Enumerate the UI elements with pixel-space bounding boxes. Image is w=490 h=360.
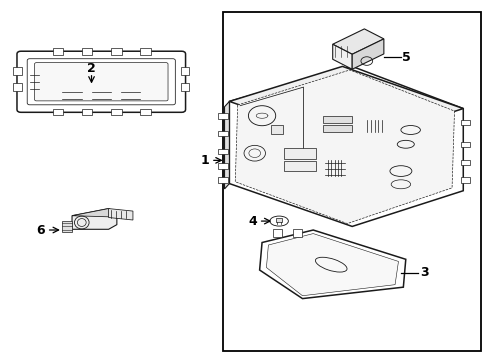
- Bar: [461, 142, 469, 147]
- Bar: [140, 48, 151, 55]
- Bar: [52, 109, 63, 115]
- FancyBboxPatch shape: [27, 59, 175, 105]
- Text: 4: 4: [249, 215, 258, 228]
- Polygon shape: [229, 66, 463, 144]
- Bar: [276, 218, 282, 222]
- Polygon shape: [72, 208, 117, 217]
- Bar: [461, 159, 469, 165]
- Bar: [181, 67, 190, 75]
- Bar: [13, 67, 22, 75]
- Polygon shape: [235, 70, 455, 224]
- Bar: [111, 109, 122, 115]
- Bar: [273, 229, 282, 237]
- Polygon shape: [229, 66, 463, 226]
- Polygon shape: [224, 102, 229, 189]
- Bar: [181, 83, 190, 91]
- Bar: [323, 116, 352, 123]
- Bar: [52, 48, 63, 55]
- Bar: [218, 149, 228, 154]
- Bar: [284, 148, 316, 158]
- Bar: [13, 83, 22, 91]
- Bar: [218, 131, 228, 136]
- Polygon shape: [352, 39, 384, 69]
- Text: 2: 2: [87, 62, 96, 75]
- Bar: [111, 48, 122, 55]
- Polygon shape: [240, 73, 450, 149]
- Text: 6: 6: [36, 224, 45, 237]
- Bar: [461, 120, 469, 125]
- Bar: [82, 109, 93, 115]
- Bar: [461, 177, 469, 183]
- Bar: [218, 163, 228, 168]
- Polygon shape: [333, 44, 352, 69]
- FancyBboxPatch shape: [34, 63, 168, 101]
- Bar: [323, 125, 352, 132]
- Bar: [218, 177, 228, 183]
- Bar: [284, 161, 316, 171]
- Text: 3: 3: [420, 266, 429, 279]
- Polygon shape: [267, 234, 398, 296]
- FancyBboxPatch shape: [17, 51, 186, 112]
- Bar: [293, 229, 301, 237]
- Bar: [271, 125, 283, 134]
- Polygon shape: [260, 230, 406, 298]
- Text: 1: 1: [201, 154, 209, 167]
- Polygon shape: [72, 208, 117, 229]
- Text: 5: 5: [402, 51, 411, 64]
- Bar: [82, 48, 93, 55]
- Polygon shape: [333, 29, 384, 54]
- Bar: [140, 109, 151, 115]
- Polygon shape: [62, 221, 72, 232]
- Bar: [223, 12, 481, 351]
- Bar: [218, 113, 228, 118]
- Polygon shape: [109, 208, 133, 220]
